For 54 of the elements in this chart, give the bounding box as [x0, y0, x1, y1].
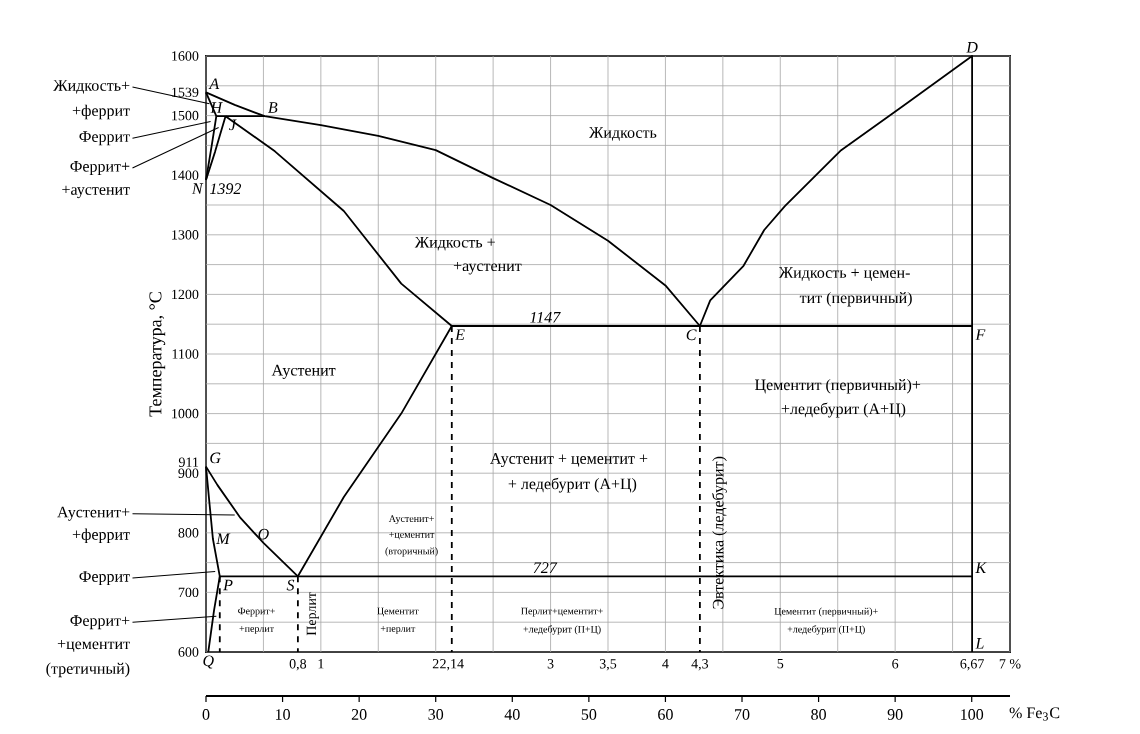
annotation: + ледебурит (А+Ц) [508, 477, 637, 493]
annotation: L [975, 638, 984, 649]
x2-axis-title: % Fe$_{3}$C [1009, 707, 1060, 721]
annotation: F [975, 329, 986, 340]
annotation: Аустенит [271, 364, 336, 379]
annotation: K [975, 562, 987, 573]
annotation: 1147 [529, 312, 561, 323]
annotation: A [208, 78, 220, 89]
x2-tick-label: 100 [961, 709, 984, 720]
annotation: P [223, 579, 233, 591]
annotation: Феррит [79, 571, 130, 586]
annotation: S [286, 579, 295, 591]
annotation: тит (первичный) [799, 291, 912, 307]
annotation: Жидкость + цемен- [778, 267, 910, 281]
annotation: Аустенит+ [57, 506, 130, 521]
annotation: Эвтектика (ледебурит) [711, 456, 727, 609]
annotation: 1392 [209, 183, 242, 195]
text: (третичный) [46, 662, 130, 678]
x2-tick-label: 80 [811, 709, 826, 720]
annotation: M [216, 533, 231, 544]
x2-tick-label: 90 [887, 709, 903, 720]
annotation: Жидкость [589, 127, 657, 141]
x2-tick-label: 0 [202, 709, 210, 720]
x2-tick-label: 10 [275, 709, 290, 720]
x2-tick-label: 20 [351, 709, 367, 720]
annotation: +аустенит [453, 261, 522, 275]
text: +аустенит [62, 185, 130, 199]
annotation: D [966, 42, 978, 53]
annotation: B [268, 102, 278, 113]
x2-tick-label: 40 [504, 709, 520, 720]
annotation: C [686, 329, 697, 341]
annotation: Феррит [79, 131, 130, 146]
x2-tick-label: 60 [658, 709, 673, 720]
annotation: Жидкость + [414, 236, 495, 251]
x2-tick-label: 70 [735, 709, 750, 720]
text: +феррит [72, 528, 130, 544]
x2-tick-label: 30 [428, 709, 444, 720]
annotation: Аустенит + цементит + [490, 453, 648, 468]
annotation: N [191, 183, 204, 194]
x2-tick-label: 50 [581, 709, 597, 720]
annotation: Феррит+ [70, 161, 130, 175]
annotation: E [455, 329, 465, 340]
annotation: G [210, 452, 221, 464]
annotation: J [229, 119, 237, 131]
annotation: Феррит+ [70, 615, 130, 630]
annotation: O [258, 528, 269, 540]
annotation: 727 [533, 562, 558, 573]
annotation: Жидкость+ [53, 80, 130, 94]
text: +цементит [57, 639, 130, 653]
y-axis-title: Температура, °С [149, 292, 166, 417]
annotation: Цементит (первичный)+ [755, 378, 921, 394]
text: +феррит [72, 104, 130, 120]
annotation: +ледебурит (А+Ц) [781, 402, 906, 418]
annotation: Q [203, 655, 214, 669]
